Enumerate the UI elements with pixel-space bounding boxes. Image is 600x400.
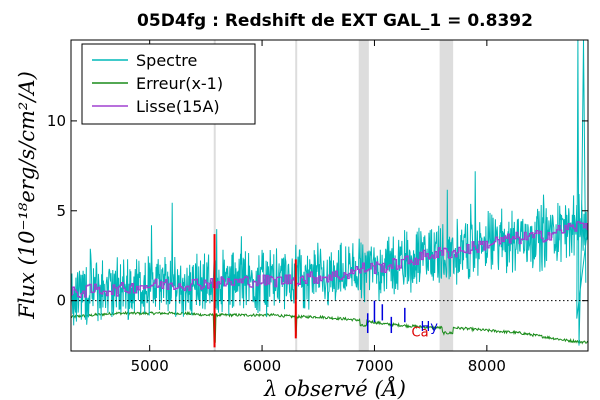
y-tick-label: 0 xyxy=(56,292,66,310)
chart-title: 05D4fg : Redshift de EXT GAL_1 = 0.8392 xyxy=(137,11,533,31)
sky-band-0 xyxy=(213,40,216,351)
sky-band-2 xyxy=(358,40,369,351)
x-tick-label: 8000 xyxy=(468,357,506,375)
series-erreur-x-1- xyxy=(71,310,588,345)
x-tick-label: 7000 xyxy=(355,357,393,375)
plot-area xyxy=(71,40,588,346)
x-tick-label: 6000 xyxy=(243,357,281,375)
sky-band-3 xyxy=(439,40,454,351)
sky-bands xyxy=(213,40,454,351)
line-markers xyxy=(213,234,406,348)
x-ticks: 5000 6000 7000 8000 xyxy=(131,40,506,375)
x-tick-label: 5000 xyxy=(131,357,169,375)
legend-entry: Spectre xyxy=(136,51,197,70)
axes-frame xyxy=(70,39,589,352)
sky-band-1 xyxy=(295,40,298,351)
series-lisse-15a- xyxy=(71,221,588,298)
legend-entry: Erreur(x-1) xyxy=(136,74,223,93)
y-tick-label: 10 xyxy=(47,112,66,130)
legend-frame xyxy=(81,43,256,125)
legend-entry: Lisse(15A) xyxy=(136,97,220,116)
y-tick-label: 5 xyxy=(56,202,66,220)
y-axis-label: Flux (10⁻¹⁸erg/s/cm²/A) xyxy=(15,71,39,320)
legend: Spectre Erreur(x-1) Lisse(15A) xyxy=(81,43,256,125)
x-axis-label: λ observé (Å) xyxy=(263,376,406,400)
annotation-0: Ca xyxy=(412,326,429,341)
annotation-1: Hy xyxy=(421,320,439,335)
y-ticks: 0 5 10 xyxy=(47,112,588,310)
